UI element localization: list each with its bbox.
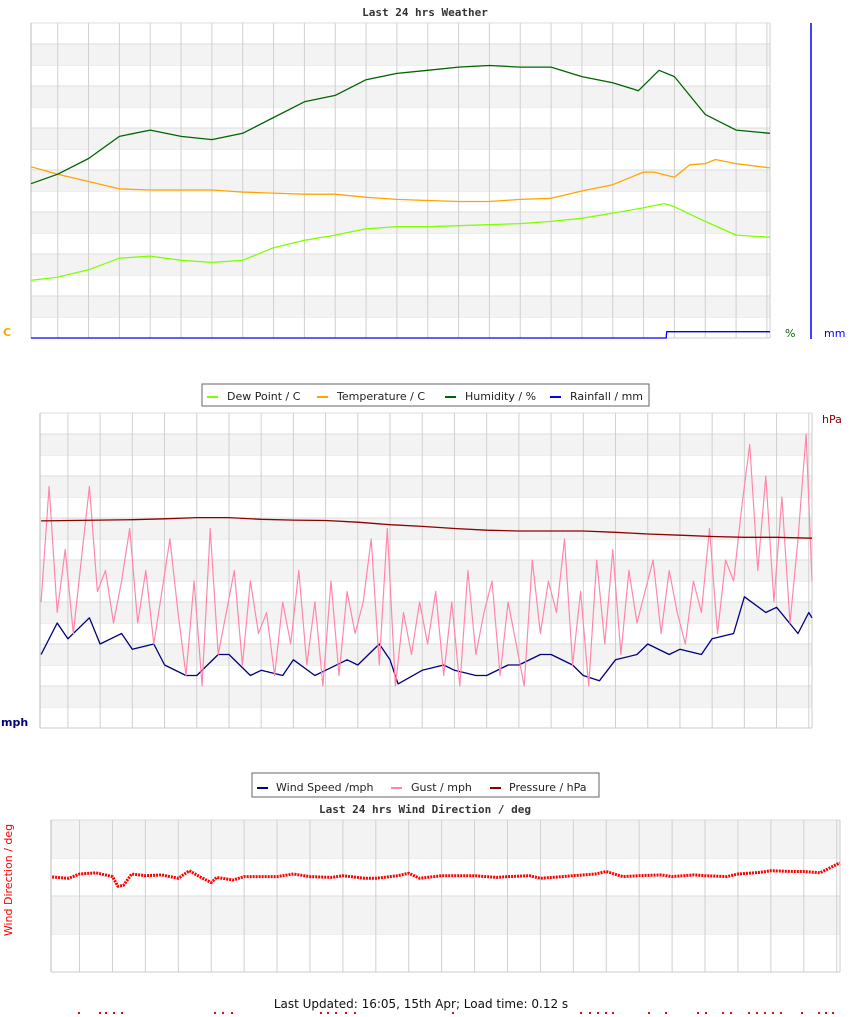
footer-marks: [78, 1012, 834, 1014]
wind-direction-marker: [99, 1012, 101, 1014]
legend-gust: Gust / mph: [411, 781, 472, 794]
humidity-line: [30, 64, 771, 185]
grid-band: [31, 128, 770, 149]
wind-speed-mph-line: [40, 596, 813, 685]
wind-direction-marker: [705, 1012, 707, 1014]
wind-direction-marker: [612, 1012, 614, 1014]
wind-direction-chart: Last 24 hrs Wind Direction / deg Wind Di…: [2, 803, 841, 973]
wind-direction-marker: [764, 1012, 766, 1014]
grid-band: [40, 644, 812, 665]
wind-direction-marker: [214, 1012, 216, 1014]
wind-direction-marker: [222, 1012, 224, 1014]
grid-band: [31, 212, 770, 233]
grid-band: [31, 44, 770, 65]
grid-band: [31, 170, 770, 191]
wind-direction-marker: [580, 1012, 582, 1014]
right-axis-unit: hPa: [822, 413, 842, 426]
wind-direction-marker: [801, 1012, 803, 1014]
grid-band: [40, 686, 812, 707]
y-axis-label: Wind Direction / deg: [2, 824, 15, 936]
chart-title: Last 24 hrs Weather: [362, 6, 488, 19]
wind-pressure-chart: mph hPa Wind Speed /mph Gust / mph Press…: [1, 412, 842, 798]
legend-humidity: Humidity / %: [465, 390, 536, 403]
wind-direction-marker: [320, 1012, 322, 1014]
wind-direction-marker: [748, 1012, 750, 1014]
wind-direction-marker: [345, 1012, 347, 1014]
legend-swatch: [391, 787, 402, 789]
legend-pressure: Pressure / hPa: [509, 781, 587, 794]
rain-axis-unit: mm: [824, 327, 845, 340]
temperature-c-line: [30, 158, 771, 203]
wind-direction-marker: [756, 1012, 758, 1014]
wind-direction-marker: [697, 1012, 699, 1014]
legend-swatch: [445, 396, 456, 398]
series-group: [51, 861, 841, 888]
wind-direction-marker: [231, 1012, 233, 1014]
wind-direction-marker: [818, 1012, 820, 1014]
wind-direction-marker: [121, 1012, 123, 1014]
grid-band: [40, 602, 812, 623]
legend-dew-point: Dew Point / C: [227, 390, 301, 403]
legend-swatch: [207, 396, 218, 398]
legend-temperature: Temperature / C: [336, 390, 425, 403]
dew-point-c-line: [30, 202, 771, 281]
pressure-hpa-line: [41, 516, 813, 539]
legend: Dew Point / C Temperature / C Humidity /…: [201, 383, 650, 407]
left-axis-unit: mph: [1, 716, 28, 729]
grid-band: [31, 86, 770, 107]
grid-band: [40, 518, 812, 539]
series-group: [30, 64, 771, 339]
grid: [39, 412, 813, 729]
wind-direction-marker: [335, 1012, 337, 1014]
weather-chart: Last 24 hrs Weather C % mm Dew Point / C…: [3, 6, 845, 407]
grid-band: [40, 434, 812, 455]
wind-direction-marker: [589, 1012, 591, 1014]
rainfall-mm-line: [31, 331, 770, 339]
wind-direction-marker: [730, 1012, 732, 1014]
legend: Wind Speed /mph Gust / mph Pressure / hP…: [251, 772, 600, 798]
legend-swatch: [257, 787, 268, 789]
wind-direction-marker: [780, 1012, 782, 1014]
wind-direction-marker: [327, 1012, 329, 1014]
wind-direction-line: [51, 861, 841, 888]
gust-mph-line: [40, 433, 813, 687]
wind-direction-marker: [648, 1012, 650, 1014]
wind-direction-marker: [78, 1012, 80, 1014]
legend-swatch: [550, 396, 561, 398]
legend-wind-speed: Wind Speed /mph: [276, 781, 374, 794]
legend-rainfall: Rainfall / mm: [570, 390, 643, 403]
chart-title: Last 24 hrs Wind Direction / deg: [319, 803, 531, 816]
grid-band: [40, 476, 812, 497]
wind-direction-marker: [452, 1012, 454, 1014]
wind-direction-marker: [597, 1012, 599, 1014]
wind-direction-marker: [772, 1012, 774, 1014]
wind-direction-marker: [105, 1012, 107, 1014]
legend-swatch: [490, 787, 501, 789]
grid-band: [51, 820, 840, 858]
wind-direction-marker: [825, 1012, 827, 1014]
last-updated-footer: Last Updated: 16:05, 15th Apr; Load time…: [274, 997, 568, 1011]
grid-band: [51, 896, 840, 934]
legend-swatch: [317, 396, 328, 398]
grid-band: [40, 560, 812, 581]
wind-direction-marker: [113, 1012, 115, 1014]
wind-direction-marker: [354, 1012, 356, 1014]
wind-direction-marker: [605, 1012, 607, 1014]
right-axis-unit: %: [785, 327, 795, 340]
series-group: [40, 433, 813, 687]
wind-direction-marker: [722, 1012, 724, 1014]
left-axis-unit: C: [3, 326, 11, 339]
grid-band: [31, 296, 770, 317]
wind-direction-marker: [832, 1012, 834, 1014]
grid: [30, 22, 771, 339]
wind-direction-marker: [665, 1012, 667, 1014]
grid-band: [31, 254, 770, 275]
grid: [50, 819, 841, 973]
